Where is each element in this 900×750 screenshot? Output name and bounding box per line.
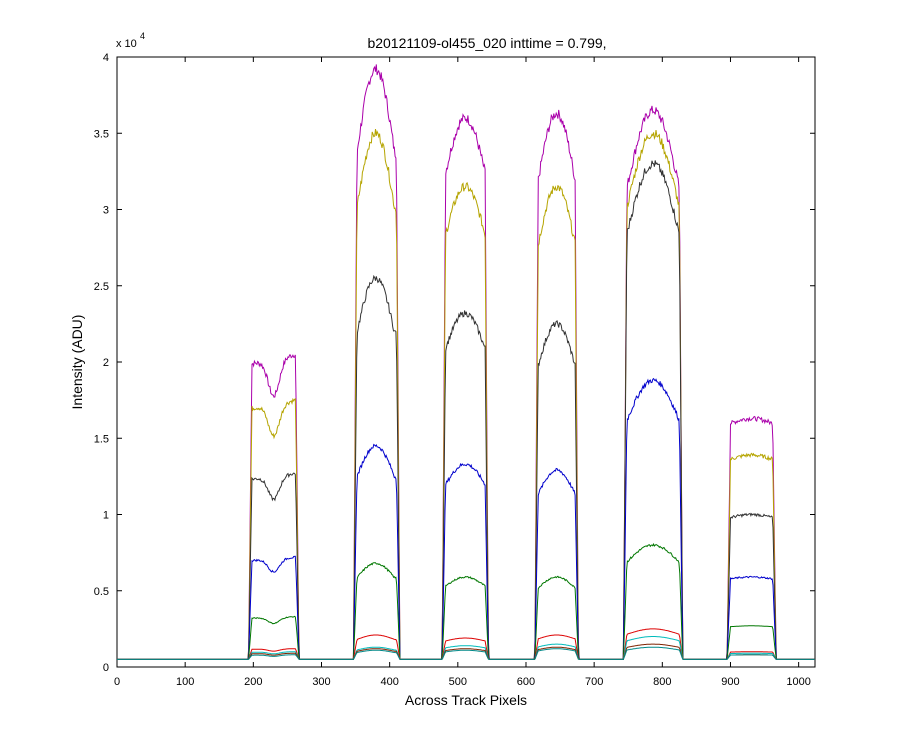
- plot-box: [116, 56, 816, 668]
- x-tick-label: 400: [380, 676, 398, 688]
- x-tick-label: 500: [449, 676, 467, 688]
- series-line: [117, 646, 815, 660]
- chart-title: b20121109-ol455_020 inttime = 0.799,: [367, 35, 606, 51]
- ticks-layer: 0 100 200 300 400 500 600 700 800 900 1000 0 0.5 1 1.5…: [94, 52, 815, 688]
- x-tick-label: 200: [244, 676, 262, 688]
- y-exponent-base: x 10: [116, 38, 137, 50]
- x-tick-label: 300: [312, 676, 330, 688]
- y-tick-label: 3.5: [94, 128, 109, 140]
- x-tick-label: 0: [114, 676, 120, 688]
- x-tick-label: 100: [176, 676, 194, 688]
- y-tick-label: 1.5: [94, 433, 109, 445]
- y-exponent: x 10 4: [116, 31, 145, 50]
- y-tick-label: 2: [103, 357, 109, 369]
- x-tick-label: 900: [721, 676, 739, 688]
- y-tick-label: 4: [103, 52, 109, 64]
- y-tick-label: 3: [103, 205, 109, 217]
- x-tick-label: 1000: [786, 676, 810, 688]
- series-layer: [117, 64, 815, 660]
- y-exponent-power: 4: [140, 31, 145, 41]
- y-tick-label: 2.5: [94, 281, 109, 293]
- y-tick-label: 1: [103, 510, 109, 522]
- x-axis-title: Across Track Pixels: [405, 692, 527, 708]
- y-tick-label: 0.5: [94, 586, 109, 598]
- y-axis-title: Intensity (ADU): [69, 315, 85, 410]
- x-tick-label: 800: [653, 676, 671, 688]
- plot-area: 0 100 200 300 400 500 600 700 800 900 1000 0 0.5 1 1.5…: [94, 52, 816, 688]
- x-tick-label: 600: [517, 676, 535, 688]
- x-tick-label: 700: [585, 676, 603, 688]
- y-tick-label: 0: [103, 662, 109, 674]
